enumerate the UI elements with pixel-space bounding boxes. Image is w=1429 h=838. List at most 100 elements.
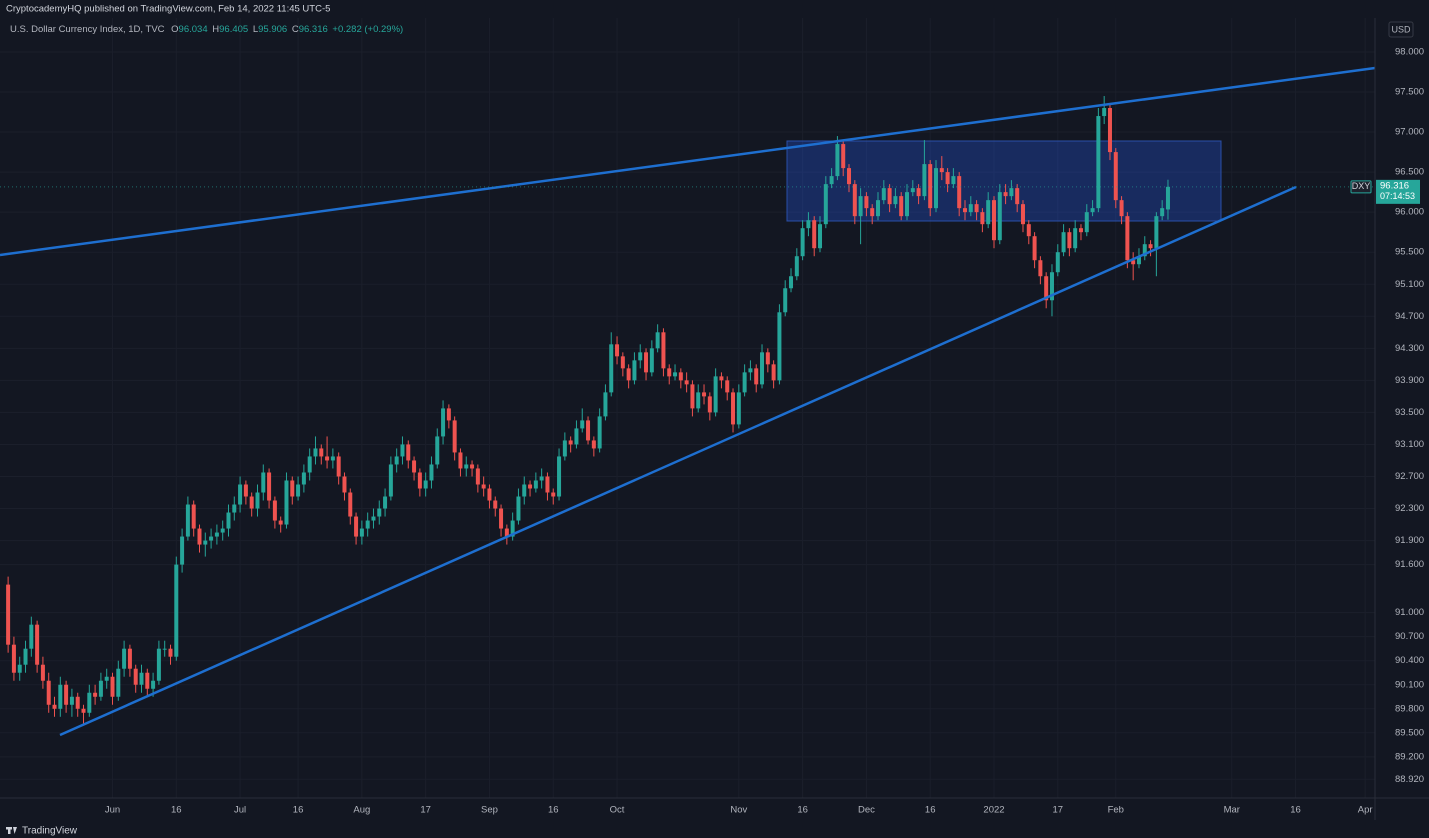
candle-body xyxy=(470,464,475,469)
publisher: CryptocademyHQ published on TradingView.… xyxy=(6,4,330,15)
candle-body xyxy=(528,484,533,489)
candle-body xyxy=(609,344,614,393)
candle-body xyxy=(568,440,573,445)
candle-body xyxy=(986,200,991,225)
candle-body xyxy=(394,456,399,465)
candle-body xyxy=(499,508,504,529)
candle-body xyxy=(400,444,405,457)
candle-body xyxy=(1049,272,1054,301)
candle-body xyxy=(545,476,550,493)
candle-body xyxy=(876,200,881,217)
candle-body xyxy=(777,312,782,381)
candle-body xyxy=(673,372,678,377)
candle-body xyxy=(46,680,51,705)
candle-body xyxy=(928,164,933,209)
candle-body xyxy=(841,144,846,169)
candle-body xyxy=(818,224,823,249)
candle-body xyxy=(388,464,393,497)
candle-body xyxy=(661,332,666,369)
candle-body xyxy=(1113,152,1118,201)
x-tick-label: Jun xyxy=(105,805,120,816)
logo-mark xyxy=(8,827,11,834)
y-tick-label: 93.100 xyxy=(1395,439,1424,450)
x-tick-label: Feb xyxy=(1108,805,1124,816)
candle-body xyxy=(789,276,794,289)
candle-body xyxy=(330,456,335,461)
candle-body xyxy=(1125,216,1130,261)
candle-body xyxy=(325,456,330,461)
candle-body xyxy=(1119,200,1124,217)
candle-body xyxy=(1090,208,1095,213)
y-tick-label: 98.000 xyxy=(1395,46,1424,57)
candle-body xyxy=(35,624,40,665)
candle-body xyxy=(133,668,138,685)
candle-body xyxy=(713,376,718,413)
candle-body xyxy=(667,368,672,377)
candle-body xyxy=(301,472,306,485)
candle-body xyxy=(272,500,277,521)
candle-body xyxy=(435,436,440,465)
legend: U.S. Dollar Currency Index, 1D, TVC O96.… xyxy=(10,24,403,35)
candle-body xyxy=(916,188,921,197)
y-tick-label: 93.900 xyxy=(1395,375,1424,386)
y-tick-label: 90.700 xyxy=(1395,631,1424,642)
candle-body xyxy=(1009,188,1014,197)
candle-body xyxy=(870,208,875,217)
logo-mark xyxy=(13,827,17,834)
ohlc-value: 96.034 xyxy=(179,24,208,35)
candle-body xyxy=(203,540,208,545)
candle-body xyxy=(441,408,446,437)
ohlc-label: C xyxy=(292,24,299,35)
currency-button[interactable] xyxy=(1388,21,1414,38)
candle-body xyxy=(98,680,103,697)
candle-body xyxy=(962,208,967,213)
candle-body xyxy=(209,536,214,541)
y-tick-label: 94.300 xyxy=(1395,343,1424,354)
x-tick-label: Sep xyxy=(481,805,498,816)
candle-body xyxy=(127,648,132,669)
y-tick-label: 91.600 xyxy=(1395,559,1424,570)
y-tick-label: 96.500 xyxy=(1395,167,1424,178)
candle-body xyxy=(991,200,996,241)
candle-body xyxy=(1015,188,1020,205)
candle-body xyxy=(551,492,556,497)
candle-body xyxy=(214,532,219,537)
candle-body xyxy=(487,488,492,501)
candle-body xyxy=(220,528,225,533)
grid xyxy=(0,18,1375,798)
candle-body xyxy=(1131,260,1136,265)
candle-body xyxy=(104,676,109,681)
last-price: 96.316 xyxy=(1380,180,1409,191)
candle-body xyxy=(197,528,202,545)
candle-body xyxy=(852,184,857,217)
y-tick-label: 91.000 xyxy=(1395,607,1424,618)
candle-body xyxy=(11,644,16,673)
candle-body xyxy=(684,380,689,385)
candle-body xyxy=(516,496,521,521)
x-tick-label: Aug xyxy=(353,805,370,816)
y-tick-label: 89.200 xyxy=(1395,751,1424,762)
currency[interactable]: USD xyxy=(1391,24,1411,34)
candle-body xyxy=(591,440,596,449)
y-tick-label: 91.900 xyxy=(1395,535,1424,546)
candle-body xyxy=(510,520,515,537)
x-tick-label: Nov xyxy=(730,805,747,816)
x-tick-label: 16 xyxy=(171,805,182,816)
x-tick-label: 2022 xyxy=(983,805,1004,816)
candle-body xyxy=(180,536,185,565)
range-box xyxy=(786,140,1222,222)
candle-body xyxy=(174,564,179,657)
candle-body xyxy=(771,364,776,381)
candle-body xyxy=(736,392,741,425)
candle-body xyxy=(847,168,852,185)
candle-body xyxy=(417,472,422,489)
candle-body xyxy=(968,204,973,213)
y-tick-label: 97.000 xyxy=(1395,127,1424,138)
candle-body xyxy=(539,476,544,481)
candle-body xyxy=(1061,232,1066,253)
candle-body xyxy=(725,380,730,393)
x-tick-label: 16 xyxy=(925,805,936,816)
candle-body xyxy=(748,368,753,373)
x-tick-label: Apr xyxy=(1358,805,1373,816)
candle-body xyxy=(313,448,318,457)
